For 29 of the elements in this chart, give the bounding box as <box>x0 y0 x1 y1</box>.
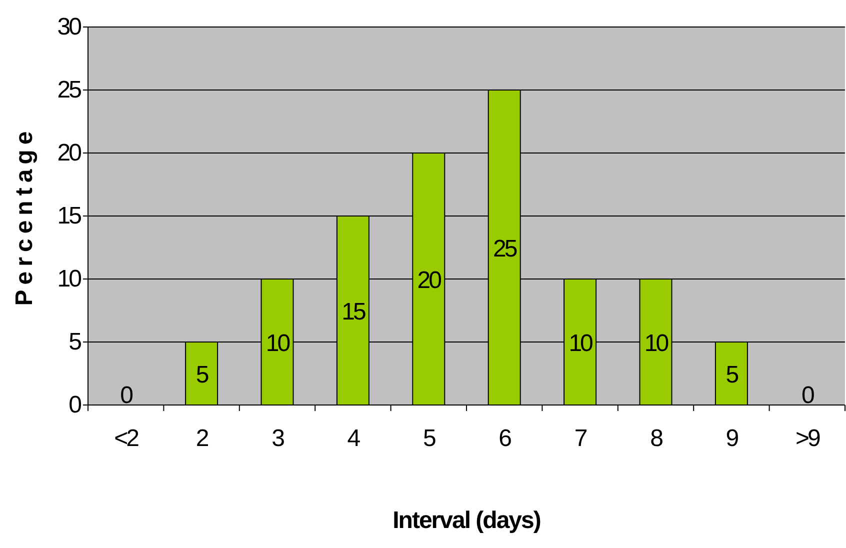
y-tick-label: 30 <box>57 14 82 41</box>
data-label: 10 <box>266 330 290 357</box>
data-label: 5 <box>726 362 739 388</box>
x-tick-label: 7 <box>574 425 588 452</box>
data-label: 0 <box>801 382 814 409</box>
x-tick-label: 2 <box>196 425 209 452</box>
data-label: 25 <box>493 236 518 262</box>
y-tick-label: 0 <box>68 392 82 419</box>
data-label: 20 <box>417 267 442 294</box>
y-tick-label: 15 <box>57 202 82 230</box>
y-axis-title: Percentage <box>11 126 38 306</box>
y-tick-label: 10 <box>57 266 82 293</box>
x-tick-label: <2 <box>114 425 140 452</box>
x-tick-label: 9 <box>726 425 739 452</box>
x-tick-label: >9 <box>795 425 820 452</box>
y-tick-label: 20 <box>57 140 82 167</box>
data-label: 0 <box>120 382 134 409</box>
x-tick-label: 4 <box>347 425 360 452</box>
data-label: 15 <box>342 298 366 326</box>
data-label: 5 <box>196 362 209 388</box>
x-tick-label: 5 <box>422 425 436 452</box>
x-tick-label: 3 <box>272 425 285 452</box>
y-tick-label: 25 <box>57 76 82 104</box>
y-tick-label: 5 <box>68 328 82 356</box>
x-tick-label: 8 <box>650 425 664 452</box>
x-tick-label: 6 <box>498 425 512 452</box>
data-label: 10 <box>568 330 594 357</box>
data-label: 10 <box>644 330 669 357</box>
x-axis-title: Interval (days) <box>392 507 540 534</box>
